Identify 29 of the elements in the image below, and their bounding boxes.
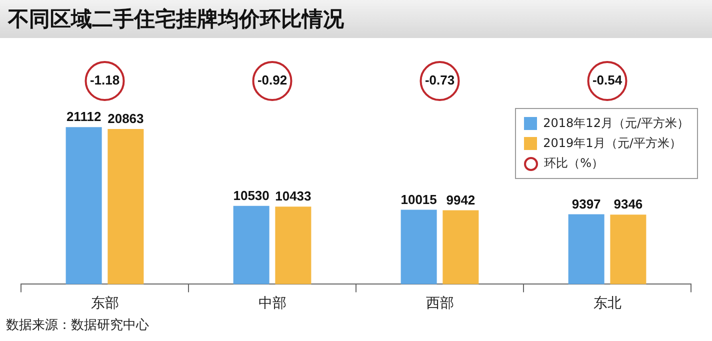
text: -0.92: [257, 72, 288, 88]
data-label: 10015: [400, 192, 437, 207]
x-tick-label: 东北: [593, 294, 622, 310]
x-tick-label: 东部: [90, 294, 119, 310]
legend-label: 2018年12月（元/平方米）: [543, 115, 689, 132]
legend-label: 2019年1月（元/平方米）: [543, 135, 682, 152]
text: -1.18: [90, 72, 120, 88]
bar: [66, 127, 102, 284]
bar: [442, 210, 479, 284]
data-label: 9942: [446, 192, 476, 208]
bar: [568, 214, 604, 284]
bar: [275, 206, 312, 284]
bar: [108, 128, 144, 284]
x-tick-label: 西部: [426, 294, 454, 310]
legend-label: 环比（%）: [544, 155, 604, 172]
text: -0.73: [424, 72, 455, 88]
text: -0.54: [592, 72, 623, 88]
data-label: 21112: [66, 109, 102, 124]
x-tick-label: 中部: [258, 294, 286, 310]
bar: [233, 206, 270, 284]
data-label: 20863: [108, 111, 144, 126]
source-note: 数据来源：数据研究中心: [6, 317, 149, 334]
data-label: 10433: [275, 188, 312, 204]
bar: [400, 210, 437, 284]
chart-title: 不同区域二手住宅挂牌均价环比情况: [0, 0, 712, 38]
data-label: 9397: [572, 196, 601, 212]
data-label: 10530: [233, 188, 270, 203]
bar: [610, 214, 646, 284]
data-label: 9346: [614, 196, 643, 212]
